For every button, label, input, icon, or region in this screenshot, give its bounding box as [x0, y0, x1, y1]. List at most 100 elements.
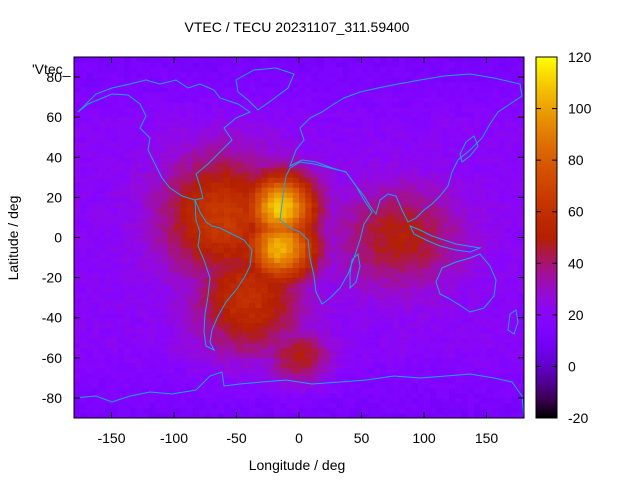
heatmap-cell: [349, 267, 356, 273]
heatmap-cell: [449, 217, 456, 223]
heatmap-cell: [167, 217, 175, 223]
heatmap-cell: [92, 232, 100, 238]
heatmap-cell: [155, 377, 162, 384]
heatmap-cell: [205, 132, 212, 138]
heatmap-cell: [417, 342, 425, 349]
heatmap-cell: [417, 257, 425, 263]
heatmap-cell: [205, 202, 212, 208]
heatmap-cell: [267, 117, 275, 123]
heatmap-cell: [417, 332, 425, 339]
heatmap-cell: [174, 212, 181, 218]
heatmap-cell: [442, 242, 450, 248]
heatmap-cell: [361, 342, 369, 349]
heatmap-cell: [492, 262, 500, 268]
heatmap-cell: [311, 312, 319, 319]
heatmap-cell: [480, 127, 487, 133]
heatmap-cell: [430, 182, 437, 188]
heatmap-cell: [136, 57, 144, 63]
heatmap-cell: [274, 67, 281, 73]
heatmap-cell: [155, 357, 162, 364]
heatmap-cell: [342, 277, 350, 284]
heatmap-cell: [224, 337, 231, 344]
heatmap-cell: [205, 192, 212, 198]
heatmap-cell: [111, 292, 119, 299]
heatmap-cell: [199, 397, 206, 404]
heatmap-cell: [349, 352, 356, 359]
heatmap-cell: [242, 307, 250, 314]
heatmap-cell: [492, 317, 500, 324]
heatmap-cell: [167, 322, 175, 329]
heatmap-cell: [186, 222, 194, 228]
heatmap-cell: [342, 357, 350, 364]
heatmap-cell: [436, 242, 444, 248]
heatmap-cell: [111, 342, 119, 349]
heatmap-cell: [255, 187, 262, 193]
heatmap-cell: [124, 407, 131, 414]
heatmap-cell: [380, 57, 387, 63]
heatmap-cell: [467, 392, 475, 399]
heatmap-cell: [305, 317, 312, 324]
heatmap-cell: [155, 172, 162, 178]
heatmap-cell: [274, 347, 281, 354]
heatmap-cell: [136, 352, 144, 359]
heatmap-cell: [111, 82, 119, 88]
heatmap-cell: [392, 212, 400, 218]
heatmap-cell: [430, 232, 437, 238]
heatmap-cell: [242, 137, 250, 143]
heatmap-cell: [299, 77, 306, 83]
heatmap-cell: [367, 352, 375, 359]
heatmap-cell: [224, 342, 231, 349]
heatmap-cell: [311, 137, 319, 143]
heatmap-cell: [380, 212, 387, 218]
heatmap-cell: [380, 242, 387, 248]
heatmap-cell: [374, 157, 381, 163]
heatmap-cell: [324, 382, 331, 389]
heatmap-cell: [217, 297, 225, 304]
heatmap-cell: [199, 107, 206, 113]
heatmap-cell: [174, 282, 181, 289]
heatmap-cell: [380, 337, 387, 344]
heatmap-cell: [480, 317, 487, 324]
heatmap-cell: [311, 172, 319, 178]
heatmap-cell: [449, 332, 456, 339]
heatmap-cell: [299, 57, 306, 63]
heatmap-cell: [374, 187, 381, 193]
heatmap-cell: [117, 132, 125, 138]
heatmap-cell: [74, 107, 81, 113]
heatmap-cell: [436, 62, 444, 68]
heatmap-cell: [305, 157, 312, 163]
heatmap-cell: [474, 392, 481, 399]
heatmap-cell: [330, 197, 337, 203]
heatmap-cell: [280, 232, 287, 238]
heatmap-cell: [467, 292, 475, 299]
heatmap-cell: [261, 252, 269, 258]
heatmap-cell: [442, 327, 450, 334]
heatmap-cell: [174, 307, 181, 314]
heatmap-cell: [86, 77, 94, 83]
heatmap-cell: [430, 267, 437, 273]
heatmap-cell: [130, 277, 137, 284]
heatmap-cell: [330, 202, 337, 208]
heatmap-cell: [92, 242, 100, 248]
heatmap-cell: [149, 352, 156, 359]
heatmap-cell: [336, 82, 344, 88]
heatmap-cell: [311, 397, 319, 404]
heatmap-cell: [424, 72, 431, 78]
heatmap-cell: [317, 382, 325, 389]
heatmap-cell: [86, 197, 94, 203]
heatmap-cell: [280, 282, 287, 289]
heatmap-cell: [99, 192, 106, 198]
heatmap-cell: [105, 97, 112, 103]
heatmap-cell: [174, 207, 181, 213]
heatmap-cell: [361, 297, 369, 304]
heatmap-cell: [80, 87, 87, 93]
heatmap-cell: [367, 397, 375, 404]
heatmap-cell: [417, 287, 425, 294]
heatmap-cell: [392, 282, 400, 289]
heatmap-cell: [474, 237, 481, 243]
heatmap-cell: [230, 377, 237, 384]
heatmap-cell: [399, 197, 406, 203]
heatmap-cell: [330, 187, 337, 193]
heatmap-cell: [430, 97, 437, 103]
heatmap-cell: [292, 327, 300, 334]
